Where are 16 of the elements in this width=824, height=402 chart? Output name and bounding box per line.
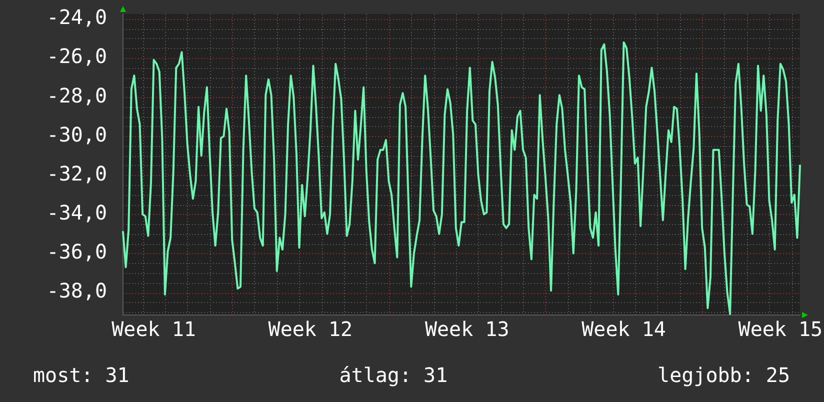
text: átlag: 31	[339, 363, 448, 387]
text: most: 31	[33, 363, 130, 387]
y-tick-label: -30,0	[46, 122, 107, 146]
y-tick-label: -38,0	[46, 278, 107, 303]
y-tick-label: -36,0	[46, 240, 107, 264]
y-tick-label: -26,0	[46, 44, 107, 68]
x-tick-label: Week 14	[582, 317, 666, 342]
y-tick-label: -28,0	[46, 83, 107, 108]
x-tick-label: Week 15	[738, 317, 823, 342]
y-tick-label: -32,0	[46, 161, 107, 186]
x-tick-label: Week 13	[424, 317, 510, 342]
y-tick-label: -34,0	[46, 200, 107, 225]
x-tick-label: Week 12	[268, 317, 353, 342]
text: legjobb: 25	[658, 363, 790, 387]
x-tick-label: Week 11	[112, 317, 196, 342]
y-tick-label: -24,0	[46, 5, 107, 30]
